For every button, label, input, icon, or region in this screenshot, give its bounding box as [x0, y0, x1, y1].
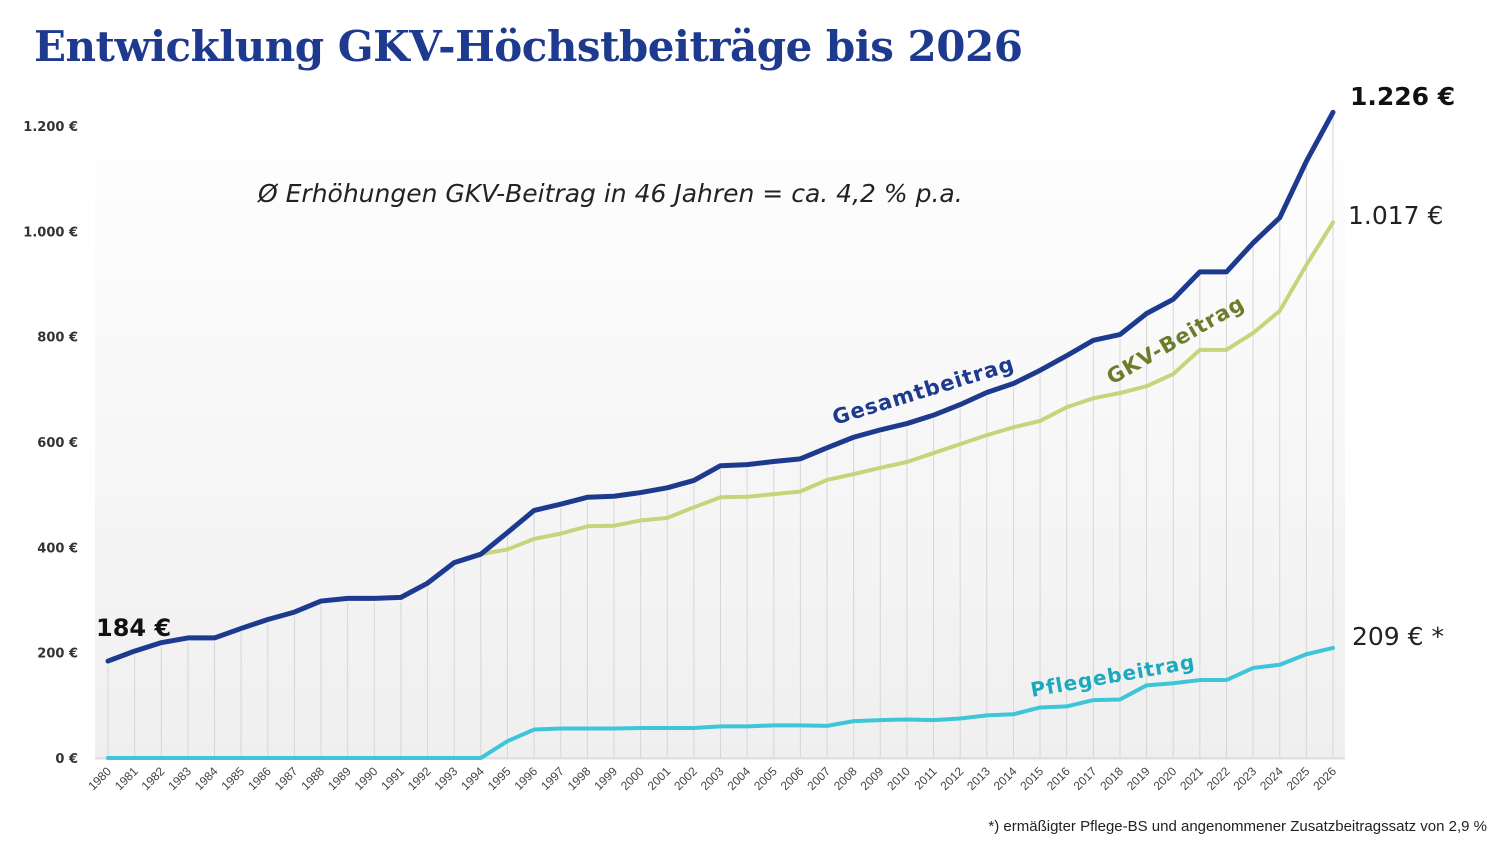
average-increase-annotation: Ø Erhöhungen GKV-Beitrag in 46 Jahren = …	[257, 179, 963, 208]
x-tick-label: 2016	[1044, 764, 1073, 793]
x-tick-label: 1984	[192, 764, 221, 793]
x-tick-label: 2006	[778, 764, 807, 793]
x-tick-label: 1980	[85, 764, 114, 793]
x-tick-label: 1989	[325, 764, 354, 793]
chart-title: Entwicklung GKV-Höchstbeiträge bis 2026	[34, 22, 1023, 71]
data-label-gkv-end: 1.017 €	[1348, 201, 1443, 230]
x-tick-label: 2017	[1071, 764, 1100, 793]
x-tick-label: 1992	[405, 764, 434, 793]
series-line-gesamtbeitrag	[105, 109, 1336, 664]
x-tick-label: 1999	[591, 764, 620, 793]
x-tick-label: 2005	[751, 764, 780, 793]
y-tick-label: 800 €	[37, 331, 78, 346]
x-tick-label: 2002	[671, 764, 700, 793]
y-tick-label: 200 €	[37, 647, 78, 662]
x-tick-label: 2023	[1230, 764, 1259, 793]
y-tick-label: 0 €	[55, 752, 78, 767]
x-tick-label: 1985	[218, 764, 247, 793]
y-tick-label: 600 €	[37, 436, 78, 451]
x-tick-label: 1991	[378, 764, 407, 793]
x-tick-label: 2018	[1097, 764, 1126, 793]
x-tick-label: 2020	[1151, 764, 1180, 793]
x-tick-label: 2019	[1124, 764, 1153, 793]
x-tick-label: 2014	[991, 764, 1020, 793]
y-tick-label: 1.000 €	[23, 225, 78, 240]
data-label-gesamt-end: 1.226 €	[1350, 82, 1455, 111]
x-tick-label: 1995	[485, 764, 514, 793]
x-tick-label: 2015	[1017, 764, 1046, 793]
data-label-start: 184 €	[96, 614, 171, 642]
footnote: *) ermäßigter Pflege-BS und angenommener…	[988, 818, 1487, 835]
x-tick-label: 2009	[858, 764, 887, 793]
data-label-pflege-end: 209 € *	[1352, 622, 1444, 651]
x-tick-label: 2010	[884, 764, 913, 793]
x-tick-label: 2001	[645, 764, 674, 793]
x-tick-label: 2026	[1310, 764, 1339, 793]
x-tick-label: 2004	[724, 764, 753, 793]
y-tick-label: 1.200 €	[23, 120, 78, 135]
x-tick-label: 1988	[298, 764, 327, 793]
x-tick-label: 1981	[112, 764, 141, 793]
y-tick-label: 400 €	[37, 541, 78, 556]
x-tick-label: 2021	[1177, 764, 1206, 793]
x-tick-label: 1996	[511, 764, 540, 793]
x-tick-label: 1982	[139, 764, 168, 793]
x-tick-label: 2003	[698, 764, 727, 793]
x-tick-label: 1993	[432, 764, 461, 793]
x-tick-label: 2007	[804, 764, 833, 793]
x-tick-label: 1990	[352, 764, 381, 793]
x-tick-label: 2013	[964, 764, 993, 793]
x-tick-label: 2000	[618, 764, 647, 793]
x-tick-label: 1983	[165, 764, 194, 793]
x-tick-label: 1998	[565, 764, 594, 793]
x-tick-label: 2008	[831, 764, 860, 793]
x-tick-label: 2022	[1204, 764, 1233, 793]
x-tick-label: 1986	[245, 764, 274, 793]
series-line-pflegebeitrag	[106, 645, 1335, 760]
series-line-gkv-beitrag	[478, 220, 1335, 557]
x-tick-label: 2025	[1284, 764, 1313, 793]
x-tick-label: 1997	[538, 764, 567, 793]
x-tick-label: 2024	[1257, 764, 1286, 793]
x-tick-label: 2011	[912, 764, 940, 792]
x-tick-label: 1994	[458, 764, 487, 793]
x-tick-label: 2012	[938, 764, 967, 793]
x-tick-label: 1987	[272, 764, 301, 793]
